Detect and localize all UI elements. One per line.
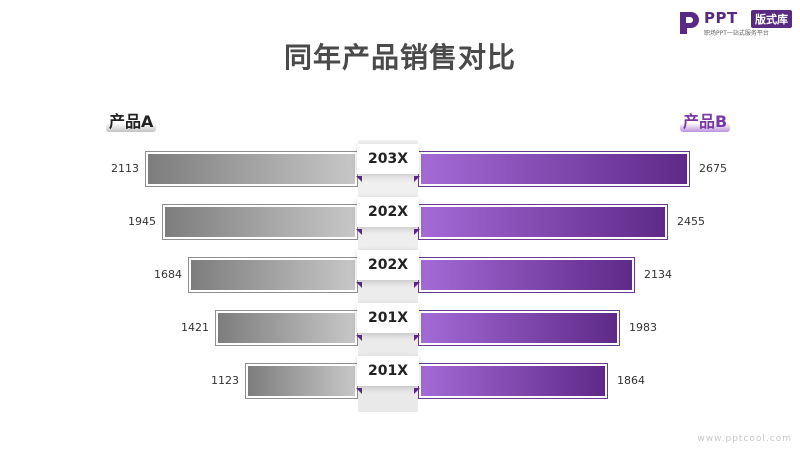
bar-fill bbox=[165, 207, 355, 237]
bar-product-a bbox=[215, 310, 358, 346]
value-label-product-a: 1684 bbox=[154, 268, 182, 281]
logo-badge: 版式库 bbox=[751, 10, 792, 28]
bar-fill bbox=[421, 207, 665, 237]
value-label-product-a: 1421 bbox=[181, 321, 209, 334]
value-label-product-b: 2134 bbox=[644, 268, 672, 281]
bar-product-b bbox=[418, 363, 608, 399]
fold-corner-right bbox=[414, 176, 420, 182]
chart-title: 同年产品销售对比 bbox=[283, 41, 516, 74]
bar-fill bbox=[421, 260, 632, 290]
fold-corner-left bbox=[356, 335, 362, 341]
bar-fill bbox=[421, 154, 687, 184]
category-label: 201X bbox=[357, 303, 419, 333]
category-label: 202X bbox=[357, 250, 419, 280]
value-label-product-a: 2113 bbox=[111, 162, 139, 175]
bar-fill bbox=[218, 313, 355, 343]
fold-corner-left bbox=[356, 282, 362, 288]
bar-fill bbox=[421, 366, 605, 396]
fold-corner-right bbox=[414, 282, 420, 288]
fold-corner-right bbox=[414, 335, 420, 341]
value-label-product-b: 2675 bbox=[699, 162, 727, 175]
fold-corner-right bbox=[414, 388, 420, 394]
value-label-product-b: 1983 bbox=[629, 321, 657, 334]
logo-subtitle: 职场PPT一站式服务平台 bbox=[704, 30, 769, 37]
bar-product-a bbox=[162, 204, 358, 240]
fold-corner-left bbox=[356, 229, 362, 235]
bar-fill bbox=[248, 366, 355, 396]
bar-product-b bbox=[418, 151, 690, 187]
legend-product-b: 产品B bbox=[680, 108, 731, 132]
category-label: 202X bbox=[357, 197, 419, 227]
bar-product-b bbox=[418, 257, 635, 293]
bar-product-b bbox=[418, 310, 620, 346]
category-label: 203X bbox=[357, 144, 419, 174]
legend-product-a: 产品A bbox=[106, 108, 157, 132]
fold-corner-left bbox=[356, 388, 362, 394]
bar-product-a bbox=[145, 151, 358, 187]
value-label-product-a: 1945 bbox=[128, 215, 156, 228]
logo: PPT 版式库 职场PPT一站式服务平台 bbox=[678, 8, 796, 38]
legend-product-a-label: 产品A bbox=[109, 112, 154, 131]
value-label-product-a: 1123 bbox=[211, 374, 239, 387]
bar-fill bbox=[421, 313, 617, 343]
fold-corner-right bbox=[414, 229, 420, 235]
bar-product-a bbox=[188, 257, 358, 293]
value-label-product-b: 2455 bbox=[677, 215, 705, 228]
watermark: www.pptcool.com bbox=[697, 434, 792, 444]
bar-product-a bbox=[245, 363, 358, 399]
logo-text: PPT bbox=[704, 9, 738, 27]
value-label-product-b: 1864 bbox=[617, 374, 645, 387]
fold-corner-left bbox=[356, 176, 362, 182]
bar-product-b bbox=[418, 204, 668, 240]
legend-product-b-label: 产品B bbox=[683, 112, 728, 131]
bar-fill bbox=[148, 154, 355, 184]
bar-fill bbox=[191, 260, 355, 290]
logo-p-icon bbox=[680, 12, 699, 34]
category-label: 201X bbox=[357, 356, 419, 386]
